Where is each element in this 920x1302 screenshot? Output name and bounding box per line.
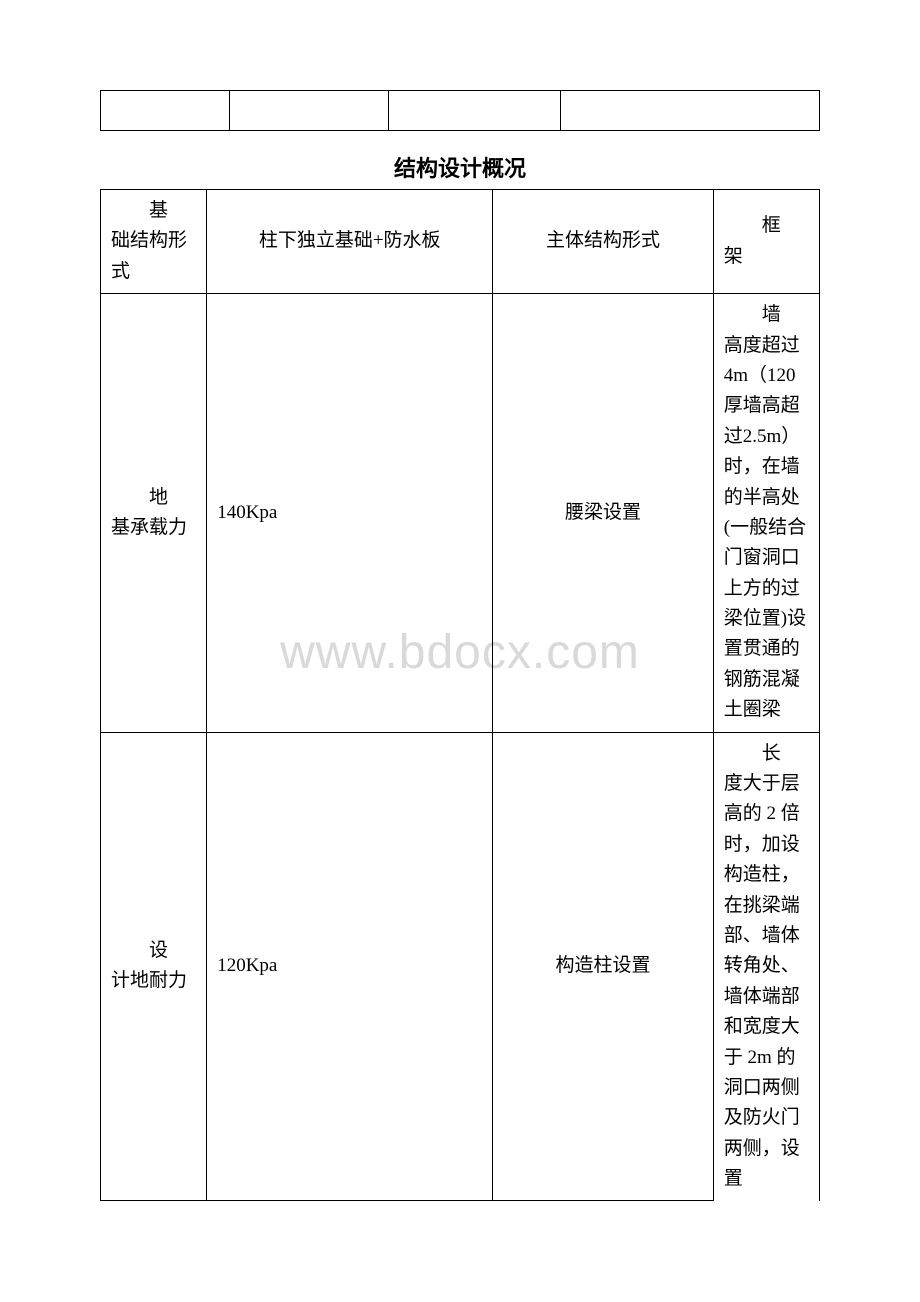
content-layer: 结构设计概况 基础结构形式 柱下独立基础+防水板 主体结构形式 框架 地基承载力… bbox=[100, 90, 820, 1201]
top-empty-table bbox=[100, 90, 820, 131]
value-foundation-form: 柱下独立基础+防水板 bbox=[207, 190, 493, 294]
value-waist-beam: 墙高度超过 4m（120 厚墙高超过2.5m）时，在墙的半高处(一般结合门窗洞口… bbox=[713, 294, 819, 732]
value-construct-column: 长度大于层高的 2 倍时，加设构造柱，在挑梁端部、墙体转角处、墙体端部和宽度大于… bbox=[713, 732, 819, 1200]
label-construct-column: 构造柱设置 bbox=[493, 732, 714, 1200]
empty-cell bbox=[101, 91, 230, 131]
label-structure-type: 主体结构形式 bbox=[493, 190, 714, 294]
label-waist-beam: 腰梁设置 bbox=[493, 294, 714, 732]
value-structure-type: 框架 bbox=[713, 190, 819, 294]
section-title: 结构设计概况 bbox=[100, 151, 820, 183]
label-bearing-capacity: 地基承载力 bbox=[101, 294, 207, 732]
empty-cell bbox=[388, 91, 561, 131]
value-bearing-capacity: 140Kpa bbox=[207, 294, 493, 732]
value-design-resistance: 120Kpa bbox=[207, 732, 493, 1200]
empty-cell bbox=[230, 91, 388, 131]
table-row: 设计地耐力 120Kpa 构造柱设置 长度大于层高的 2 倍时，加设构造柱，在挑… bbox=[101, 732, 820, 1200]
table-row: 基础结构形式 柱下独立基础+防水板 主体结构形式 框架 bbox=[101, 190, 820, 294]
label-design-resistance: 设计地耐力 bbox=[101, 732, 207, 1200]
empty-cell bbox=[561, 91, 820, 131]
structure-design-table: 基础结构形式 柱下独立基础+防水板 主体结构形式 框架 地基承载力 140Kpa… bbox=[100, 189, 820, 1201]
label-foundation-form: 基础结构形式 bbox=[101, 190, 207, 294]
table-row: 地基承载力 140Kpa 腰梁设置 墙高度超过 4m（120 厚墙高超过2.5m… bbox=[101, 294, 820, 732]
table-row bbox=[101, 91, 820, 131]
